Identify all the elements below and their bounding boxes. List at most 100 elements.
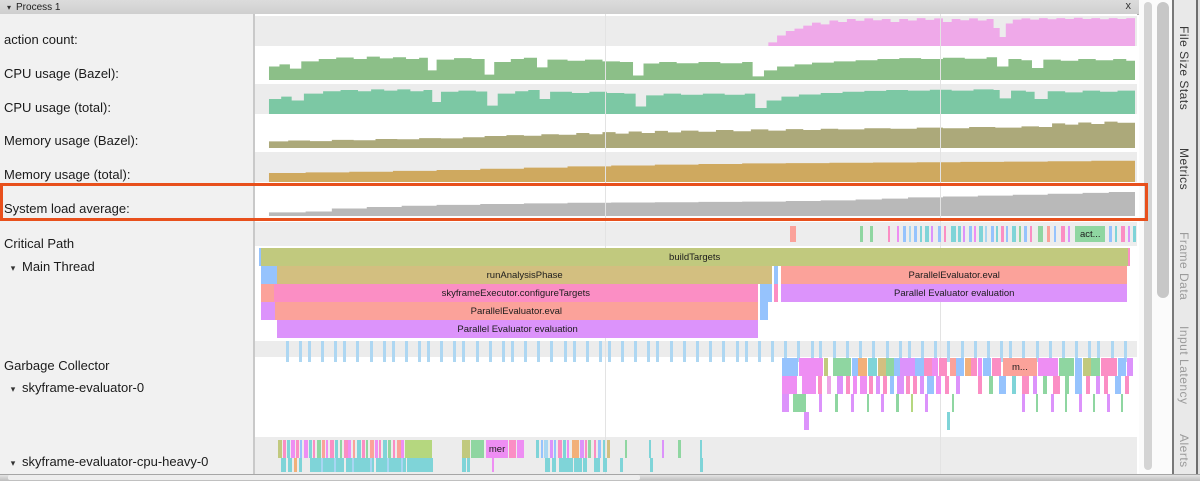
trace-slice[interactable]	[759, 284, 772, 302]
track-label-cpu-usage-bazel[interactable]: CPU usage (Bazel):	[4, 66, 119, 81]
trace-slice[interactable]	[1091, 358, 1101, 376]
trace-slice[interactable]	[258, 248, 262, 266]
trace-slice[interactable]	[935, 376, 941, 394]
trace-slice[interactable]	[992, 358, 1002, 376]
trace-slice[interactable]	[261, 266, 278, 284]
trace-slice[interactable]	[1006, 226, 1009, 242]
tab-input-latency[interactable]: Input Latency	[1177, 326, 1191, 405]
trace-slice[interactable]	[261, 302, 275, 320]
trace-slice[interactable]	[852, 358, 859, 376]
trace-slice[interactable]	[939, 358, 948, 376]
counter-track-cpu-usage-bazel[interactable]	[255, 50, 1137, 80]
counter-track-cpu-usage-total[interactable]	[255, 84, 1137, 114]
track-label-action-count[interactable]: action count:	[4, 32, 78, 47]
trace-slice[interactable]	[782, 358, 799, 376]
trace-slice[interactable]	[912, 376, 917, 394]
trace-slice[interactable]	[1128, 248, 1131, 266]
gc-event-tick[interactable]	[391, 341, 395, 362]
trace-slice[interactable]	[1053, 376, 1061, 394]
gc-event-tick[interactable]	[453, 341, 457, 362]
trace-slice[interactable]	[491, 458, 494, 472]
trace-slice[interactable]	[1047, 226, 1051, 242]
trace-slice[interactable]	[826, 376, 831, 394]
gc-event-tick[interactable]	[585, 341, 589, 362]
main-thread-flame-row[interactable]: skyframeExecutor.configureTargets Paralle…	[255, 284, 1137, 302]
trace-slice[interactable]	[914, 358, 924, 376]
trace-slice[interactable]	[335, 440, 339, 458]
trace-slice[interactable]	[943, 226, 946, 242]
trace-slice[interactable]	[963, 226, 966, 242]
gc-event-tick[interactable]	[510, 341, 514, 362]
trace-slice[interactable]	[1104, 376, 1109, 394]
trace-slice[interactable]	[388, 440, 392, 458]
gc-event-tick[interactable]	[440, 341, 444, 362]
horizontal-scrollbar-thumb[interactable]	[8, 475, 640, 480]
trace-slice[interactable]	[998, 376, 1006, 394]
gc-event-tick[interactable]	[1075, 341, 1079, 362]
trace-slice[interactable]	[400, 458, 403, 472]
tab-metrics[interactable]: Metrics	[1177, 148, 1191, 191]
trace-slice[interactable]	[277, 440, 282, 458]
trace-slice[interactable]	[905, 376, 910, 394]
trace-slice[interactable]	[979, 226, 984, 242]
trace-slice[interactable]	[261, 284, 274, 302]
trace-slice[interactable]	[899, 358, 915, 376]
trace-slice[interactable]	[540, 440, 543, 458]
trace-slice[interactable]	[322, 440, 326, 458]
trace-slice[interactable]	[326, 440, 329, 458]
trace-slice[interactable]	[1011, 226, 1016, 242]
trace-slice[interactable]	[356, 440, 361, 458]
trace-slice[interactable]	[973, 226, 976, 242]
evaluator0-slice-row[interactable]: m...	[255, 358, 1137, 376]
gc-event-tick[interactable]	[1123, 341, 1127, 362]
gc-event-tick[interactable]	[475, 341, 479, 362]
trace-slice[interactable]	[988, 376, 993, 394]
trace-slice[interactable]	[978, 358, 983, 376]
trace-slice[interactable]	[1001, 226, 1005, 242]
trace-slice[interactable]	[562, 440, 566, 458]
trace-slice[interactable]	[804, 412, 810, 430]
trace-slice[interactable]	[1030, 226, 1033, 242]
gc-event-tick[interactable]	[960, 341, 964, 362]
trace-slice[interactable]	[401, 440, 405, 458]
trace-slice[interactable]	[982, 358, 991, 376]
trace-slice[interactable]	[956, 376, 961, 394]
trace-slice[interactable]	[299, 458, 303, 472]
gc-event-tick[interactable]	[426, 341, 430, 362]
trace-slice[interactable]	[593, 458, 600, 472]
collapse-cpu-heavy-icon[interactable]: ▾	[10, 458, 16, 468]
trace-slice[interactable]	[553, 440, 556, 458]
gc-event-tick[interactable]	[898, 341, 902, 362]
gc-event-tick[interactable]	[709, 341, 713, 362]
track-label-main-thread[interactable]: ▾ Main Thread	[4, 259, 95, 274]
trace-slice[interactable]	[1118, 358, 1127, 376]
main-thread-flame-row[interactable]: Parallel Evaluator evaluation	[255, 320, 1137, 338]
trace-slice[interactable]	[579, 440, 584, 458]
track-label-critical-path[interactable]: Critical Path	[4, 236, 75, 251]
trace-slice[interactable]	[1114, 226, 1117, 242]
gc-event-tick[interactable]	[343, 341, 347, 362]
close-process-button[interactable]: x	[1125, 0, 1132, 12]
trace-slice[interactable]	[882, 376, 887, 394]
trace-slice[interactable]	[544, 440, 549, 458]
trace-slice[interactable]	[1085, 376, 1090, 394]
gc-event-tick[interactable]	[404, 341, 408, 362]
trace-slice[interactable]	[375, 458, 406, 472]
trace-slice[interactable]	[897, 376, 905, 394]
trace-slice[interactable]	[799, 358, 824, 376]
trace-slice[interactable]	[559, 458, 574, 472]
trace-slice[interactable]	[1032, 376, 1037, 394]
gc-event-tick[interactable]	[1097, 341, 1101, 362]
trace-slice[interactable]	[925, 394, 929, 412]
trace-slice[interactable]	[774, 284, 778, 302]
trace-slice[interactable]	[625, 440, 628, 458]
gc-event-tick[interactable]	[696, 341, 699, 362]
trace-slice[interactable]	[1124, 376, 1129, 394]
trace-slice[interactable]	[303, 440, 308, 458]
trace-slice[interactable]	[396, 440, 401, 458]
trace-slice[interactable]	[817, 376, 822, 394]
gc-event-tick[interactable]	[462, 341, 466, 362]
trace-slice[interactable]	[832, 358, 851, 376]
gc-event-tick[interactable]	[356, 341, 360, 362]
trace-slice[interactable]	[619, 458, 623, 472]
